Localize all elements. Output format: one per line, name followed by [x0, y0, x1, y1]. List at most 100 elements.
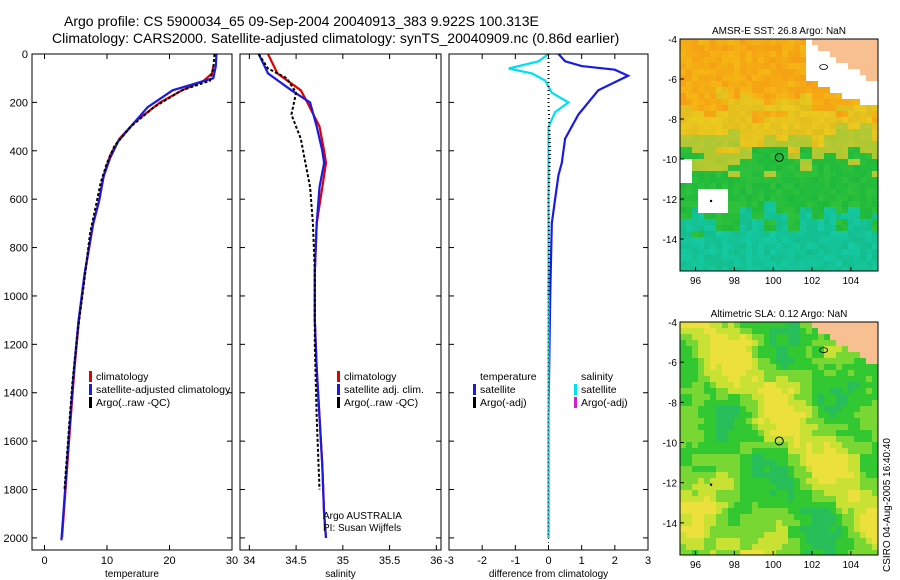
sst-map-cell	[680, 141, 686, 147]
sla-map-cell	[770, 340, 776, 346]
sst-map-cell	[854, 51, 860, 57]
sst-map-cell	[806, 219, 812, 225]
sst-map-cell	[866, 63, 872, 69]
sla-map-cell	[734, 406, 740, 412]
sst-map-cell	[698, 261, 704, 267]
sla-map-cell	[812, 448, 818, 454]
sla-map-cell	[836, 544, 842, 550]
sst-map-cell	[716, 117, 722, 123]
sst-map-cell	[746, 111, 752, 117]
salinity-xtick-label: 34	[243, 555, 255, 567]
sla-map-cell	[746, 328, 752, 334]
sst-map-cell	[788, 231, 794, 237]
sla-map-cell	[758, 484, 764, 490]
sla-map-cell	[848, 514, 854, 520]
sst-map-cell	[680, 249, 686, 255]
sst-map-cell	[866, 207, 872, 213]
sst-map-ytick-label: -6	[668, 75, 677, 86]
sla-map-cell	[704, 334, 710, 340]
sst-map-cell	[806, 261, 812, 267]
sla-map-cell	[692, 460, 698, 466]
sst-map-cell	[758, 75, 764, 81]
sla-map-cell	[752, 544, 758, 550]
sst-map-cell	[692, 135, 698, 141]
sla-map-cell	[746, 502, 752, 508]
sla-map-cell	[716, 538, 722, 544]
sst-map-cell	[800, 51, 806, 57]
sst-map-cell	[740, 207, 746, 213]
sla-map-cell	[830, 478, 836, 484]
diff-legend-temp-item-label: Argo(-adj)	[480, 397, 527, 409]
sst-map-cell	[818, 243, 824, 249]
sla-map-cell	[698, 532, 704, 538]
sst-map-cell	[854, 219, 860, 225]
sla-map-cell	[746, 406, 752, 412]
sla-map-cell	[830, 520, 836, 526]
sst-map-cell	[704, 69, 710, 75]
sst-map-cell	[836, 129, 842, 135]
sst-map-cell	[716, 123, 722, 129]
sla-map-cell	[824, 394, 830, 400]
sla-map-cell	[818, 544, 824, 550]
sst-map-cell	[818, 39, 824, 45]
sst-map-title: AMSR-E SST: 26.8 Argo: NaN	[712, 26, 846, 37]
sst-map-cell	[788, 165, 794, 171]
sst-map-cell	[752, 147, 758, 153]
sst-map-cell	[866, 195, 872, 201]
sla-map-cell	[800, 520, 806, 526]
sst-map-cell	[704, 99, 710, 105]
sst-map-cell	[740, 219, 746, 225]
sst-map-cell	[818, 231, 824, 237]
sst-map-cell	[854, 213, 860, 219]
sla-map-cell	[782, 412, 788, 418]
sst-map-cell	[692, 231, 698, 237]
sst-map-cell	[794, 69, 800, 75]
sla-map-cell	[788, 418, 794, 424]
sla-map-cell	[842, 394, 848, 400]
sst-map-cell	[806, 237, 812, 243]
sst-map-cell	[812, 69, 818, 75]
sla-map-cell	[752, 418, 758, 424]
sst-map-cell	[836, 45, 842, 51]
sst-map-cell	[818, 81, 824, 87]
sla-map-cell	[740, 484, 746, 490]
sla-map-cell	[788, 430, 794, 436]
sst-map-cell	[752, 69, 758, 75]
sst-map-cell	[854, 111, 860, 117]
sla-map-cell	[794, 322, 800, 328]
sla-map-cell	[776, 496, 782, 502]
sst-map-cell	[842, 129, 848, 135]
sla-map-cell	[812, 430, 818, 436]
sla-map-cell	[746, 550, 752, 555]
sst-map-cell	[860, 39, 866, 45]
sst-map-cell	[710, 105, 716, 111]
sla-map-cell	[872, 442, 878, 448]
sst-map-cell	[866, 153, 872, 159]
sla-map-cell	[740, 520, 746, 526]
sla-map-cell	[722, 394, 728, 400]
sst-map-cell	[848, 57, 854, 63]
sst-map-cell	[836, 81, 842, 87]
sst-map-cell	[830, 249, 836, 255]
sst-map-cell	[782, 249, 788, 255]
sla-map-cell	[716, 400, 722, 406]
sst-map-cell	[806, 51, 812, 57]
sla-map-cell	[824, 442, 830, 448]
sst-map-cell	[836, 123, 842, 129]
sla-map-cell	[734, 418, 740, 424]
sla-map-cell	[872, 484, 878, 490]
sla-map-cell	[794, 394, 800, 400]
sla-map-cell	[842, 340, 848, 346]
sst-map-cell	[824, 243, 830, 249]
sla-map-cell	[710, 364, 716, 370]
sla-map-cell	[872, 400, 878, 406]
sla-map-cell	[806, 406, 812, 412]
sst-map-cell	[686, 147, 692, 153]
sst-map-cell	[782, 201, 788, 207]
sla-map-cell	[860, 454, 866, 460]
sla-map-cell	[848, 478, 854, 484]
sst-map-cell	[710, 123, 716, 129]
sst-map-cell	[800, 195, 806, 201]
sst-map-cell	[806, 141, 812, 147]
sla-map-cell	[710, 400, 716, 406]
